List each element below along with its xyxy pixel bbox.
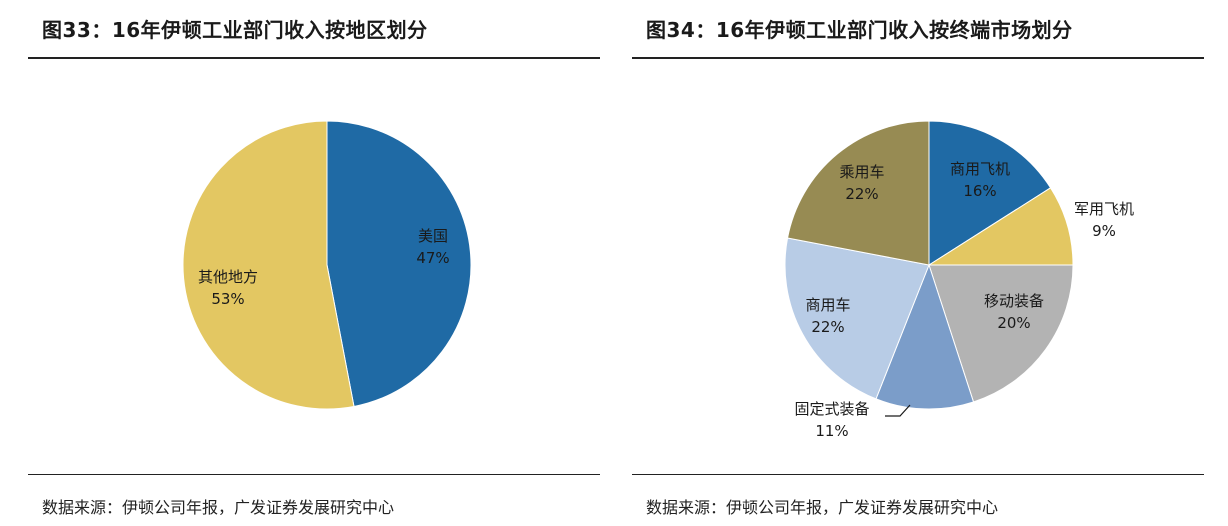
slice-value-label: 16% [963, 182, 996, 200]
figure-title: 图33：16年伊顿工业部门收入按地区划分 [42, 18, 428, 42]
pie-slice [326, 120, 472, 408]
slice-value-label: 9% [1092, 222, 1116, 240]
slice-label: 其他地方 [198, 268, 258, 286]
chart-panel-region: 图33：16年伊顿工业部门收入按地区划分 美国 47% 其他地方 53% 数据来源：伊… [28, 0, 600, 526]
figure-title: 图34：16年伊顿工业部门收入按终端市场划分 [646, 18, 1073, 42]
bottom-divider [632, 474, 1204, 475]
slice-label: 乘用车 [839, 163, 884, 181]
pie-slice [786, 120, 930, 266]
pie-slice [927, 187, 1074, 266]
pie-slice [928, 264, 1074, 403]
pie-slice [875, 263, 975, 410]
slice-label: 商用车 [805, 296, 850, 314]
slice-label: 商用飞机 [950, 160, 1010, 178]
pie-slice [784, 237, 930, 400]
slice-value-label: 47% [416, 249, 449, 267]
slice-label: 移动装备 [984, 292, 1044, 310]
top-divider [28, 57, 600, 59]
chart-panel-market: 图34：16年伊顿工业部门收入按终端市场划分 商用飞机 16% 军用飞机 9% 移动装备… [632, 0, 1204, 526]
pie-slice [182, 120, 355, 410]
source-note: 数据来源：伊顿公司年报，广发证券发展研究中心 [42, 498, 395, 517]
slice-label: 固定式装备 [794, 400, 869, 418]
label-leader-line [885, 404, 911, 417]
bottom-divider [28, 474, 600, 475]
slice-label: 美国 [418, 227, 448, 245]
slice-value-label: 20% [997, 314, 1030, 332]
slice-value-label: 22% [811, 318, 844, 336]
pie-chart-market: 商用飞机 16% 军用飞机 9% 移动装备 20% 固定式装备 11% 商用车 22% 乘用车 22% [784, 120, 1134, 440]
pie-chart-region: 美国 47% 其他地方 53% [182, 120, 472, 410]
pie-slice [928, 120, 1052, 266]
slice-value-label: 11% [815, 422, 848, 440]
slice-value-label: 53% [211, 290, 244, 308]
slice-value-label: 22% [845, 185, 878, 203]
top-divider [632, 57, 1204, 59]
slice-label: 军用飞机 [1074, 200, 1134, 218]
source-note: 数据来源：伊顿公司年报，广发证券发展研究中心 [646, 498, 999, 517]
